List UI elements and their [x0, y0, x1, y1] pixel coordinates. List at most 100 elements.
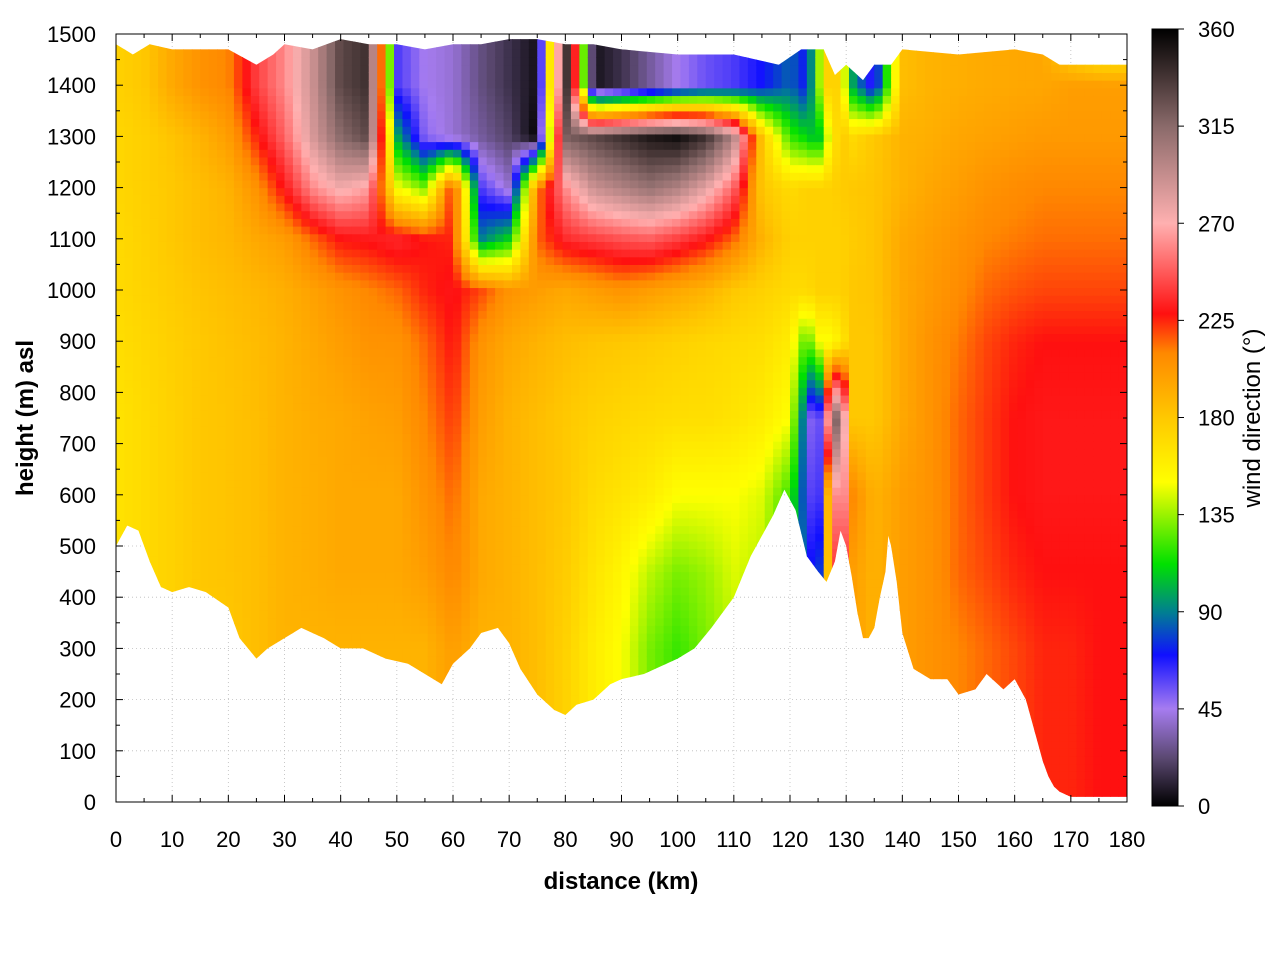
field-cell: [284, 149, 294, 158]
field-cell: [174, 471, 184, 481]
field-cell: [486, 241, 496, 250]
field-cell: [124, 133, 134, 143]
field-cell: [326, 164, 336, 173]
field-cell: [503, 164, 513, 173]
field-cell: [200, 287, 210, 296]
field-cell: [351, 441, 361, 450]
field-cell: [132, 456, 142, 465]
field-cell: [233, 325, 243, 335]
field-cell: [335, 110, 345, 120]
field-cell: [284, 425, 294, 434]
field-cell: [301, 556, 311, 565]
field-cell: [402, 318, 412, 327]
field-cell: [276, 510, 286, 519]
field-cell: [326, 448, 336, 457]
field-cell: [233, 502, 243, 511]
field-cell: [166, 364, 176, 373]
field-cell: [174, 310, 184, 319]
field-cell: [394, 617, 404, 626]
field-cell: [174, 418, 184, 427]
field-cell: [259, 356, 269, 365]
field-cell: [368, 594, 378, 603]
field-cell: [326, 525, 336, 534]
field-cell: [402, 348, 412, 358]
field-cell: [276, 410, 286, 419]
field-cell: [318, 149, 328, 158]
field-cell: [503, 325, 513, 335]
field-cell: [528, 394, 538, 404]
field-cell: [259, 610, 269, 619]
field-cell: [528, 487, 538, 496]
field-cell: [427, 272, 437, 281]
field-cell: [469, 302, 479, 312]
field-cell: [284, 348, 294, 358]
field-cell: [368, 448, 378, 457]
field-cell: [436, 633, 446, 642]
field-cell: [453, 256, 463, 265]
field-cell: [292, 95, 302, 104]
field-cell: [149, 441, 159, 450]
field-cell: [436, 110, 446, 120]
field-cell: [225, 164, 235, 173]
field-cell: [478, 348, 488, 358]
field-cell: [141, 494, 151, 504]
field-cell: [368, 310, 378, 319]
field-cell: [284, 548, 294, 557]
field-cell: [503, 394, 513, 404]
field-cell: [520, 264, 530, 273]
field-cell: [174, 348, 184, 358]
field-cell: [174, 126, 184, 135]
field-cell: [427, 195, 437, 204]
field-cell: [520, 210, 530, 219]
field-cell: [208, 318, 218, 327]
field-cell: [191, 126, 201, 135]
field-cell: [410, 594, 420, 603]
field-cell: [116, 264, 126, 273]
field-cell: [461, 103, 471, 112]
field-cell: [124, 310, 134, 319]
field-cell: [503, 133, 513, 143]
field-cell: [326, 364, 336, 373]
field-cell: [225, 210, 235, 219]
field-cell: [520, 425, 530, 434]
field-cell: [242, 402, 252, 411]
field-cell: [242, 640, 252, 649]
field-cell: [318, 487, 328, 496]
field-cell: [208, 72, 218, 81]
field-cell: [469, 126, 479, 135]
field-cell: [436, 164, 446, 173]
field-cell: [124, 341, 134, 350]
field-cell: [124, 272, 134, 281]
field-cell: [309, 149, 319, 158]
field-cell: [335, 617, 345, 626]
field-cell: [259, 479, 269, 488]
field-cell: [351, 57, 361, 66]
field-cell: [116, 118, 126, 127]
field-cell: [116, 448, 126, 457]
field-cell: [377, 133, 387, 143]
field-cell: [259, 325, 269, 335]
field-cell: [141, 410, 151, 419]
field-cell: [326, 141, 336, 150]
field-cell: [394, 210, 404, 219]
field-cell: [233, 625, 243, 634]
field-cell: [427, 72, 437, 81]
field-cell: [284, 594, 294, 603]
field-cell: [410, 540, 420, 550]
field-cell: [225, 402, 235, 411]
field-cell: [461, 471, 471, 481]
field-cell: [200, 402, 210, 411]
field-cell: [427, 448, 437, 457]
field-cell: [158, 402, 168, 411]
field-cell: [394, 418, 404, 427]
field-cell: [503, 563, 513, 573]
field-cell: [200, 110, 210, 120]
field-cell: [410, 64, 420, 73]
field-cell: [259, 548, 269, 557]
field-cell: [326, 548, 336, 557]
field-cell: [284, 494, 294, 504]
field-cell: [419, 525, 429, 534]
field-cell: [158, 156, 168, 166]
field-cell: [478, 241, 488, 250]
field-cell: [284, 433, 294, 442]
